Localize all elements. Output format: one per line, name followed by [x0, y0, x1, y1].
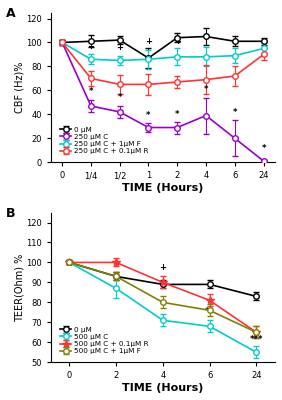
Y-axis label: CBF (Hz)%: CBF (Hz)%: [14, 62, 25, 113]
Legend: 0 μM, 500 μM C, 500 μM C + 0.1μM R, 500 μM C + 1μM F: 0 μM, 500 μM C, 500 μM C + 0.1μM R, 500 …: [59, 325, 150, 356]
Text: ***: ***: [250, 335, 263, 344]
Text: *: *: [146, 111, 151, 120]
Text: +: +: [159, 264, 166, 272]
Text: *: *: [117, 93, 122, 102]
Text: *: *: [233, 108, 237, 117]
Text: B: B: [6, 206, 15, 220]
Text: *: *: [175, 110, 179, 119]
Text: **: **: [205, 307, 214, 316]
Text: *: *: [161, 301, 165, 310]
X-axis label: TIME (Hours): TIME (Hours): [122, 183, 204, 193]
X-axis label: TIME (Hours): TIME (Hours): [122, 383, 204, 393]
Y-axis label: TEER(Ohm) %: TEER(Ohm) %: [14, 253, 25, 322]
Text: *: *: [261, 144, 266, 153]
Text: +: +: [174, 37, 181, 46]
Text: +: +: [145, 37, 152, 46]
Text: +: +: [116, 43, 123, 52]
Text: *: *: [89, 87, 93, 96]
Text: +: +: [87, 42, 94, 51]
Text: *: *: [204, 85, 208, 94]
Legend: 0 μM, 250 μM C, 250 μM C + 1μM F, 250 μM C + 0.1μM R: 0 μM, 250 μM C, 250 μM C + 1μM F, 250 μM…: [59, 125, 150, 156]
Text: A: A: [6, 6, 16, 20]
Text: +: +: [206, 279, 213, 288]
